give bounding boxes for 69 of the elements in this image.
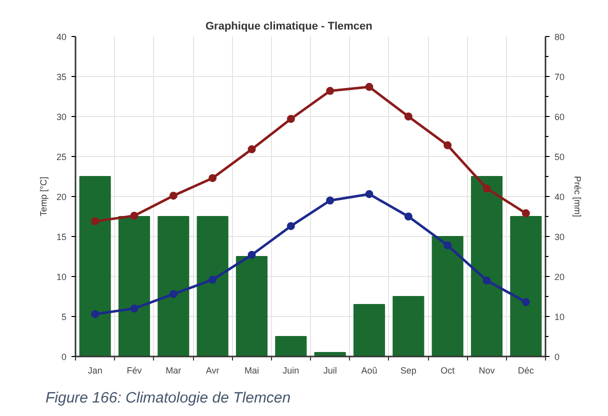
caption: Figure 166: Climatologie de Tlemcen	[46, 390, 291, 406]
bar	[79, 176, 111, 356]
point	[91, 217, 100, 226]
point	[286, 222, 295, 230]
y2-tick-label: 60	[554, 112, 565, 122]
x-tick-label: Jan	[88, 366, 102, 376]
point	[444, 141, 452, 150]
bar	[118, 216, 150, 356]
point	[130, 212, 138, 220]
point	[91, 310, 100, 318]
x-tick-label: Déc	[518, 366, 534, 376]
bar	[158, 216, 190, 356]
x-tick-label: Nov	[478, 366, 496, 376]
x-tick-label: Avr	[206, 366, 220, 376]
y-tick-label: 35	[56, 72, 67, 82]
point	[522, 298, 530, 306]
y-axis-title: Temp [°C]	[38, 176, 48, 216]
point	[522, 209, 530, 218]
x-tick-label: Sep	[400, 366, 416, 376]
y2-tick-label: 0	[554, 352, 560, 362]
point	[365, 82, 374, 91]
x-tick-label: Fév	[126, 366, 142, 376]
y2-tick-label: 70	[554, 72, 565, 82]
point	[169, 290, 178, 298]
point	[286, 114, 295, 123]
x-tick-label: Juin	[282, 366, 300, 376]
y-tick-label: 10	[56, 272, 67, 282]
point	[404, 212, 412, 220]
y-tick-label: 15	[56, 232, 67, 242]
y-tick-label: 5	[61, 312, 67, 322]
y-tick-label: 30	[56, 112, 67, 122]
bar	[510, 216, 542, 356]
point	[482, 184, 491, 192]
y-tick-label: 0	[61, 352, 67, 362]
point	[326, 196, 334, 204]
point	[365, 190, 374, 198]
y-tick-label: 40	[56, 32, 67, 42]
y2-tick-label: 40	[554, 192, 565, 202]
y2-axis-title: Préc [mm]	[572, 176, 583, 218]
y-tick-label: 20	[56, 192, 67, 202]
point	[130, 304, 138, 312]
point	[326, 86, 334, 95]
point	[208, 174, 217, 182]
y2-tick-label: 30	[554, 232, 565, 242]
point	[208, 276, 217, 284]
point	[169, 192, 178, 200]
x-tick-label: Mai	[244, 366, 260, 376]
y2-tick-label: 80	[554, 32, 565, 42]
y2-tick-label: 10	[554, 312, 565, 322]
x-tick-label: Aoû	[361, 366, 378, 376]
point	[444, 241, 452, 250]
point	[404, 112, 412, 120]
point	[248, 145, 256, 154]
bar	[470, 176, 503, 356]
point	[482, 276, 491, 284]
chart-title: Graphique climatique - Tlemcen	[206, 20, 373, 32]
bar	[353, 304, 386, 356]
y2-tick-label: 20	[554, 272, 565, 282]
point	[248, 250, 256, 259]
y2-tick-label: 50	[554, 152, 565, 162]
bar	[392, 296, 424, 356]
x-tick-label: Oct	[440, 366, 456, 376]
bar	[196, 216, 228, 356]
bar	[275, 336, 307, 356]
x-tick-label: Mar	[166, 366, 182, 376]
y-tick-label: 25	[56, 152, 67, 162]
bar	[236, 256, 268, 356]
x-tick-label: Juil	[323, 366, 337, 376]
bar	[432, 236, 464, 356]
